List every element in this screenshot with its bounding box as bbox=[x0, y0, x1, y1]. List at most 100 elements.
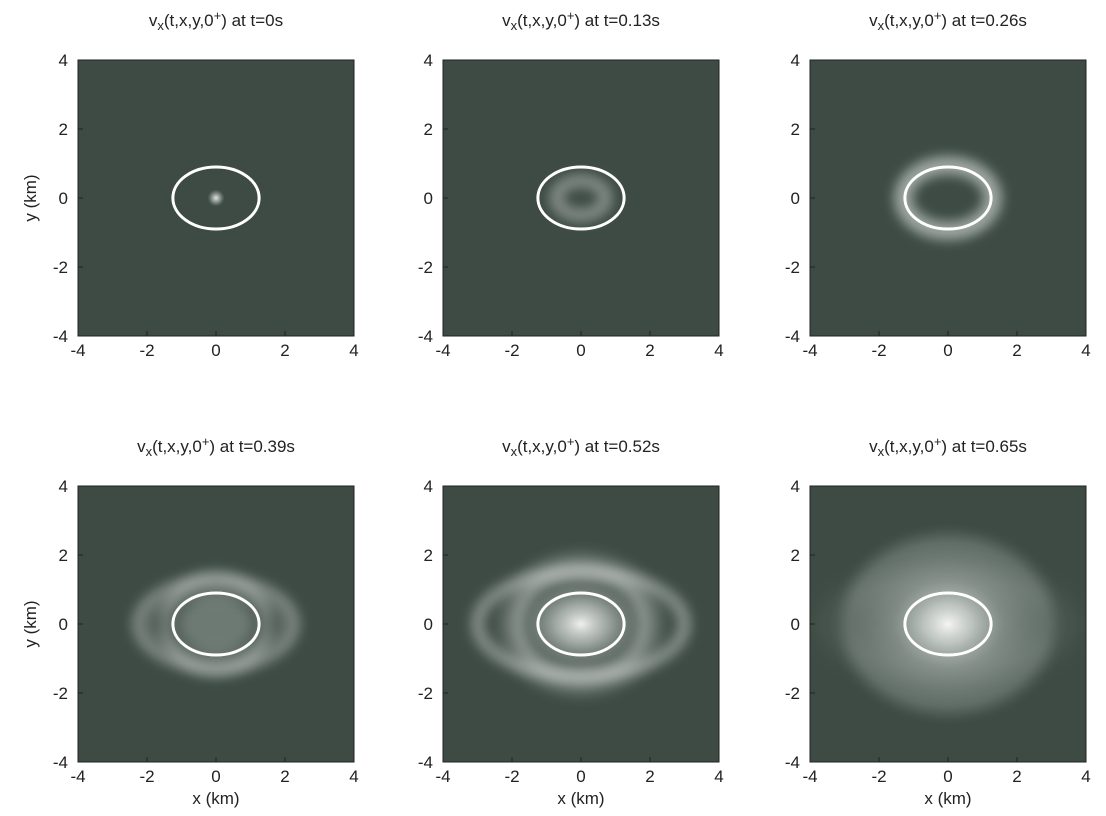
x-tick-label: 2 bbox=[280, 767, 289, 786]
x-tick-label: 0 bbox=[576, 767, 585, 786]
x-tick-label: 0 bbox=[211, 767, 220, 786]
x-tick-label: 4 bbox=[1081, 767, 1090, 786]
title-part: v bbox=[869, 437, 878, 456]
x-tick-label: -2 bbox=[139, 767, 154, 786]
x-tick-label: 2 bbox=[645, 341, 654, 360]
title-part: x bbox=[878, 444, 885, 459]
x-tick-label: -4 bbox=[435, 767, 450, 786]
y-tick-label: 2 bbox=[791, 120, 800, 139]
title-part: x bbox=[511, 444, 518, 459]
y-tick-label: -2 bbox=[418, 684, 433, 703]
chart-title: vx(t,x,y,0+) at t=0.39s bbox=[137, 434, 295, 459]
x-tick-label: -2 bbox=[139, 341, 154, 360]
y-axis-label: y (km) bbox=[21, 600, 40, 647]
x-tick-label: -4 bbox=[70, 341, 85, 360]
x-axis-label: x (km) bbox=[192, 789, 239, 808]
y-tick-label: 0 bbox=[59, 615, 68, 634]
wave-front bbox=[894, 156, 1002, 240]
field-fill bbox=[178, 594, 254, 654]
rupture-contour bbox=[536, 591, 626, 657]
y-tick-label: 0 bbox=[59, 189, 68, 208]
x-tick-label: 2 bbox=[280, 341, 289, 360]
x-tick-label: -4 bbox=[70, 767, 85, 786]
x-tick-label: -2 bbox=[504, 767, 519, 786]
x-tick-label: -2 bbox=[871, 341, 886, 360]
y-tick-label: 0 bbox=[424, 189, 433, 208]
rupture-contour bbox=[536, 165, 626, 231]
y-tick-label: -4 bbox=[418, 327, 433, 346]
wave-front bbox=[822, 573, 1074, 675]
y-tick-label: 0 bbox=[424, 615, 433, 634]
x-tick-label: 4 bbox=[714, 341, 723, 360]
y-tick-label: -4 bbox=[53, 327, 68, 346]
field-blob bbox=[525, 582, 637, 666]
field bbox=[536, 165, 626, 231]
y-tick-label: 0 bbox=[791, 189, 800, 208]
title-part: x bbox=[878, 18, 885, 33]
y-tick-label: 2 bbox=[424, 546, 433, 565]
y-tick-label: -2 bbox=[418, 258, 433, 277]
y-tick-label: 4 bbox=[424, 51, 433, 70]
plot-background bbox=[810, 60, 1086, 336]
y-tick-label: 4 bbox=[59, 51, 68, 70]
title-part: + bbox=[202, 434, 210, 449]
panel: -4 -2 0 2 4 -4 -2 0 2 4 vx(t,x,y,0+) at t=0s y (km) bbox=[21, 8, 359, 360]
y-tick-label: -2 bbox=[53, 258, 68, 277]
title-part: ) at t=0.52s bbox=[574, 437, 660, 456]
y-tick-label: 4 bbox=[59, 477, 68, 496]
title-part: x bbox=[146, 444, 153, 459]
field bbox=[171, 165, 261, 231]
title-part: + bbox=[214, 8, 222, 23]
x-tick-label: 4 bbox=[1081, 341, 1090, 360]
y-tick-label: 4 bbox=[791, 51, 800, 70]
panel: -4 -2 0 2 4 -4 -2 0 2 4 vx(t,x,y,0+) at t=0.39s y (… bbox=[21, 434, 359, 808]
title-part: v bbox=[149, 11, 158, 30]
panel: -4 -2 0 2 4 -4 -2 0 2 4 vx(t,x,y,0+) at t=0.13s bbox=[418, 8, 724, 360]
chart-title: vx(t,x,y,0+) at t=0s bbox=[149, 8, 283, 33]
x-tick-label: 0 bbox=[943, 767, 952, 786]
x-tick-label: -4 bbox=[802, 767, 817, 786]
title-part: x bbox=[511, 18, 518, 33]
y-tick-label: 4 bbox=[791, 477, 800, 496]
title-part: (t,x,y,0 bbox=[884, 11, 934, 30]
rupture-contour bbox=[171, 591, 261, 657]
y-tick-label: -4 bbox=[785, 327, 800, 346]
title-part: + bbox=[567, 434, 575, 449]
rupture-contour bbox=[171, 165, 261, 231]
wave-front bbox=[132, 574, 300, 674]
x-tick-label: -4 bbox=[802, 341, 817, 360]
y-tick-label: -4 bbox=[785, 753, 800, 772]
chart-title: vx(t,x,y,0+) at t=0.26s bbox=[869, 8, 1027, 33]
y-tick-label: -2 bbox=[785, 684, 800, 703]
title-part: + bbox=[934, 434, 942, 449]
title-part: ) at t=0.65s bbox=[941, 437, 1027, 456]
chart-title: vx(t,x,y,0+) at t=0.65s bbox=[869, 434, 1027, 459]
title-part: (t,x,y,0 bbox=[517, 437, 567, 456]
chart-title: vx(t,x,y,0+) at t=0.52s bbox=[502, 434, 660, 459]
field bbox=[822, 534, 1074, 714]
title-part: (t,x,y,0 bbox=[517, 11, 567, 30]
title-part: (t,x,y,0 bbox=[884, 437, 934, 456]
title-part: v bbox=[869, 11, 878, 30]
x-tick-label: -2 bbox=[504, 341, 519, 360]
title-part: ) at t=0s bbox=[221, 11, 283, 30]
x-tick-label: -2 bbox=[871, 767, 886, 786]
x-tick-label: 0 bbox=[576, 341, 585, 360]
x-tick-label: 0 bbox=[211, 341, 220, 360]
field-blob bbox=[207, 189, 225, 207]
y-tick-label: 0 bbox=[791, 615, 800, 634]
title-part: v bbox=[502, 437, 511, 456]
x-axis-label: x (km) bbox=[557, 789, 604, 808]
y-tick-label: 4 bbox=[424, 477, 433, 496]
title-part: ) at t=0.13s bbox=[574, 11, 660, 30]
title-part: v bbox=[137, 437, 146, 456]
x-axis-label: x (km) bbox=[924, 789, 971, 808]
x-tick-label: 0 bbox=[943, 341, 952, 360]
field bbox=[471, 551, 691, 697]
x-tick-label: -4 bbox=[435, 341, 450, 360]
wave-front bbox=[550, 174, 612, 222]
field bbox=[894, 156, 1002, 240]
y-tick-label: -4 bbox=[418, 753, 433, 772]
